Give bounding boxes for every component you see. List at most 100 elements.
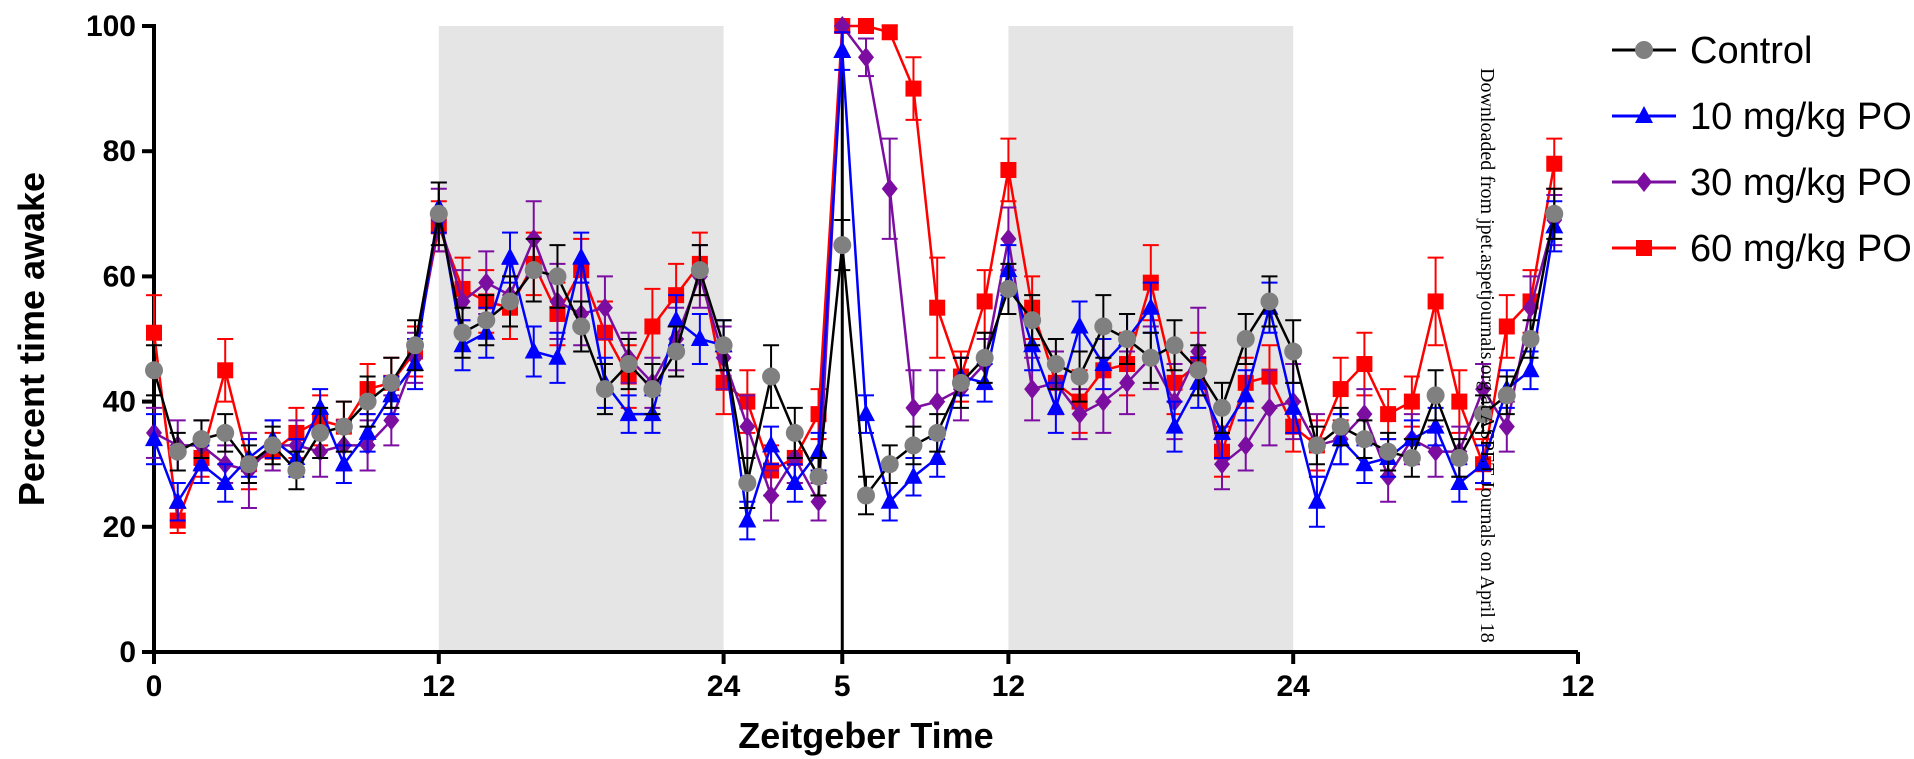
series-2-point-39 (1071, 404, 1088, 425)
series-0-point-55 (1450, 448, 1469, 467)
series-0-point-13 (453, 323, 472, 342)
series-0-point-7 (311, 423, 330, 442)
series-1-point-28 (809, 441, 828, 459)
series-0-point-17 (548, 267, 567, 286)
series-0-point-39 (1070, 367, 1089, 386)
y-tick-label-20: 20 (103, 511, 136, 544)
watermark-text: Downloaded from jpet.aspetjournals.org a… (1476, 68, 1498, 643)
series-0-point-12 (429, 204, 448, 223)
series-0-point-57 (1497, 386, 1516, 405)
series-0-point-2 (192, 430, 211, 449)
series-3-point-36 (1000, 161, 1017, 178)
series-1-point-2 (192, 454, 211, 472)
series-1-point-0 (145, 429, 163, 447)
series-0-point-35 (975, 348, 994, 367)
series-0-point-41 (1118, 330, 1137, 348)
series-1-point-30 (857, 404, 875, 422)
series-0-point-51 (1355, 430, 1374, 449)
series-2-point-46 (1237, 435, 1254, 456)
series-0-point-19 (595, 380, 614, 399)
series-0-point-26 (762, 367, 781, 386)
series-1-point-3 (216, 472, 235, 490)
series-1-point-54 (1426, 416, 1445, 434)
series-3-point-52 (1380, 406, 1397, 423)
series-0-point-8 (334, 417, 353, 436)
series-0-point-11 (406, 336, 425, 355)
series-1-point-22 (667, 310, 686, 328)
series-2-point-30 (858, 47, 874, 68)
legend-item-0: Control (1612, 30, 1813, 72)
series-0-point-10 (382, 373, 401, 392)
series-3-point-31 (881, 24, 898, 41)
series-1-point-31 (880, 491, 899, 509)
series-3-point-33 (929, 299, 946, 316)
series-0-point-47 (1260, 292, 1279, 311)
series-3-point-51 (1356, 356, 1373, 373)
x-axis-title: Zeitgeber Time (738, 715, 993, 756)
series-0-point-43 (1165, 336, 1184, 355)
series-0-point-40 (1094, 317, 1113, 336)
series-0-point-53 (1402, 448, 1421, 467)
series-2-point-31 (881, 178, 898, 199)
legend-label-0: Control (1690, 30, 1813, 72)
x-tick-label-2: 24 (707, 670, 741, 703)
series-2-point-29 (834, 16, 851, 36)
series-3 (146, 18, 1563, 535)
series-0-point-18 (572, 317, 591, 336)
series-0-point-14 (477, 311, 496, 330)
series-0-point-20 (619, 355, 638, 374)
y-tick-label-40: 40 (103, 386, 136, 419)
y-axis-title: Percent time awake (11, 172, 52, 506)
series-1 (145, 31, 1564, 541)
series-2-point-36 (1000, 228, 1017, 249)
legend-item-2: 30 mg/kg PO (1612, 162, 1912, 204)
series-0-point-44 (1189, 361, 1208, 380)
series-0-point-28 (809, 467, 828, 486)
series-3-point-32 (905, 80, 922, 97)
series-3-point-50 (1332, 381, 1349, 398)
series-0-point-24 (714, 336, 733, 355)
series-0-point-9 (358, 392, 377, 411)
series-2-point-51 (1356, 404, 1373, 425)
series-0-point-37 (1023, 311, 1042, 330)
series-1-point-56 (1474, 454, 1493, 472)
y-tick-label-0: 0 (119, 636, 136, 669)
series-0-point-6 (287, 461, 306, 480)
series-1-point-20 (619, 404, 638, 422)
series-1-point-33 (928, 447, 947, 465)
series-1-point-38 (1046, 397, 1065, 415)
axes: 0 20 40 60 80 100 0 12 24 5 12 24 12 (86, 10, 1595, 703)
series-2-point-56 (1475, 379, 1492, 400)
series-0-point-45 (1213, 398, 1231, 417)
series-0-point-46 (1236, 330, 1255, 348)
series-0-point-49 (1307, 436, 1326, 455)
series-0-line (152, 213, 1556, 499)
x-tick-label-4: 12 (992, 670, 1025, 703)
series-0 (145, 181, 1564, 516)
series-3-point-57 (1498, 318, 1515, 335)
series-0-point-21 (643, 380, 662, 399)
series-3-point-55 (1451, 393, 1468, 410)
series-0-point-38 (1046, 355, 1065, 374)
series-0-point-56 (1474, 405, 1493, 424)
series-1-point-1 (168, 491, 187, 509)
legend-label-3: 60 mg/kg PO (1690, 228, 1912, 270)
legend-marker-1 (1635, 106, 1653, 123)
x-tick-label-5: 24 (1277, 670, 1311, 703)
series-0-point-48 (1284, 342, 1303, 361)
legend-marker-2 (1636, 172, 1652, 192)
series-0-point-30 (857, 486, 875, 505)
series-0-point-58 (1521, 330, 1540, 348)
series-2-point-26 (763, 485, 780, 506)
series-0-point-1 (168, 442, 187, 461)
series-2-point-14 (478, 272, 495, 293)
series-1-point-40 (1094, 354, 1113, 372)
series-2-point-54 (1427, 441, 1444, 462)
series-1-point-53 (1402, 429, 1421, 447)
series-0-point-25 (738, 473, 757, 492)
series-2-point-57 (1498, 416, 1515, 437)
legend-marker-0 (1635, 41, 1653, 59)
series-1-point-23 (690, 329, 709, 346)
series-1-point-26 (762, 435, 781, 453)
